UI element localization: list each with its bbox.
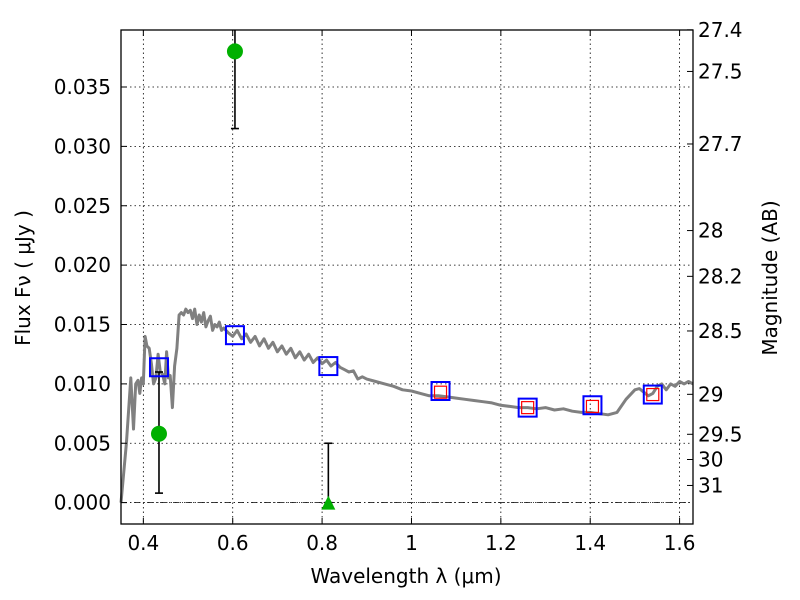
x-tick-label: 1.6 [664, 531, 696, 555]
observed-ir-square [433, 385, 448, 399]
right-axis-label: Magnitude (AB) [758, 200, 782, 355]
x-tick-label: 1.4 [574, 531, 606, 555]
magnitude-tick-label: 27.4 [698, 18, 743, 42]
model-photometry-square [517, 397, 538, 418]
magnitude-tick-label: 28.2 [698, 264, 743, 288]
observed-optical-circle [226, 43, 243, 60]
magnitude-tick-label: 31 [698, 473, 723, 497]
magnitude-tick-label: 30 [698, 448, 723, 472]
x-tick-label: 0.4 [127, 531, 159, 555]
magnitude-tick-label: 28 [698, 219, 723, 243]
error-bars [154, 30, 333, 504]
y-tick-label: 0.005 [54, 431, 111, 455]
y-tick-label: 0.010 [54, 372, 111, 396]
y-tick-label: 0.035 [54, 75, 111, 99]
plot-frame [120, 29, 694, 525]
y-tick-label: 0.030 [54, 134, 111, 158]
x-tick-label: 0.6 [217, 531, 249, 555]
observed-optical-circle [150, 425, 167, 442]
y-tick-label: 0.020 [54, 253, 111, 277]
magnitude-tick-label: 27.7 [698, 132, 743, 156]
observed-ir-square [646, 387, 660, 402]
x-axis-ticks: 0.4 0.6 0.8 1 1.2 1.4 1.6 [127, 30, 696, 555]
x-tick-label: 1.2 [485, 531, 517, 555]
observed-ir-square [585, 399, 600, 414]
data-points [148, 43, 663, 510]
y-tick-label: 0.000 [54, 491, 111, 515]
model-sed-curve [119, 307, 694, 503]
x-axis-label: Wavelength λ (μm) [310, 564, 501, 588]
grid-lines [121, 30, 693, 524]
x-tick-label: 1 [405, 531, 418, 555]
magnitude-tick-label: 29.5 [698, 422, 743, 446]
model-photometry-square [318, 356, 339, 377]
x-tick-label: 0.8 [306, 531, 338, 555]
y-tick-label: 0.025 [54, 194, 111, 218]
magnitude-tick-label: 29 [698, 382, 723, 406]
y-axis-ticks: 0.000 0.005 0.010 0.015 0.020 0.025 0.030 0.035 [54, 75, 127, 515]
model-photometry-square [582, 395, 603, 416]
magnitude-tick-label: 28.5 [698, 319, 743, 343]
y-axis-label: Flux Fν ( μJy ) [11, 210, 35, 346]
observed-ir-square [521, 401, 535, 415]
model-photometry-square [430, 381, 451, 401]
model-sed-line [119, 307, 694, 503]
model-photometry-square [642, 384, 663, 405]
upper-limit-triangle [321, 495, 336, 510]
model-photometry-square [224, 325, 245, 346]
y-tick-label: 0.015 [54, 313, 111, 337]
model-photometry-square [148, 357, 169, 378]
magnitude-tick-label: 27.5 [698, 59, 743, 83]
